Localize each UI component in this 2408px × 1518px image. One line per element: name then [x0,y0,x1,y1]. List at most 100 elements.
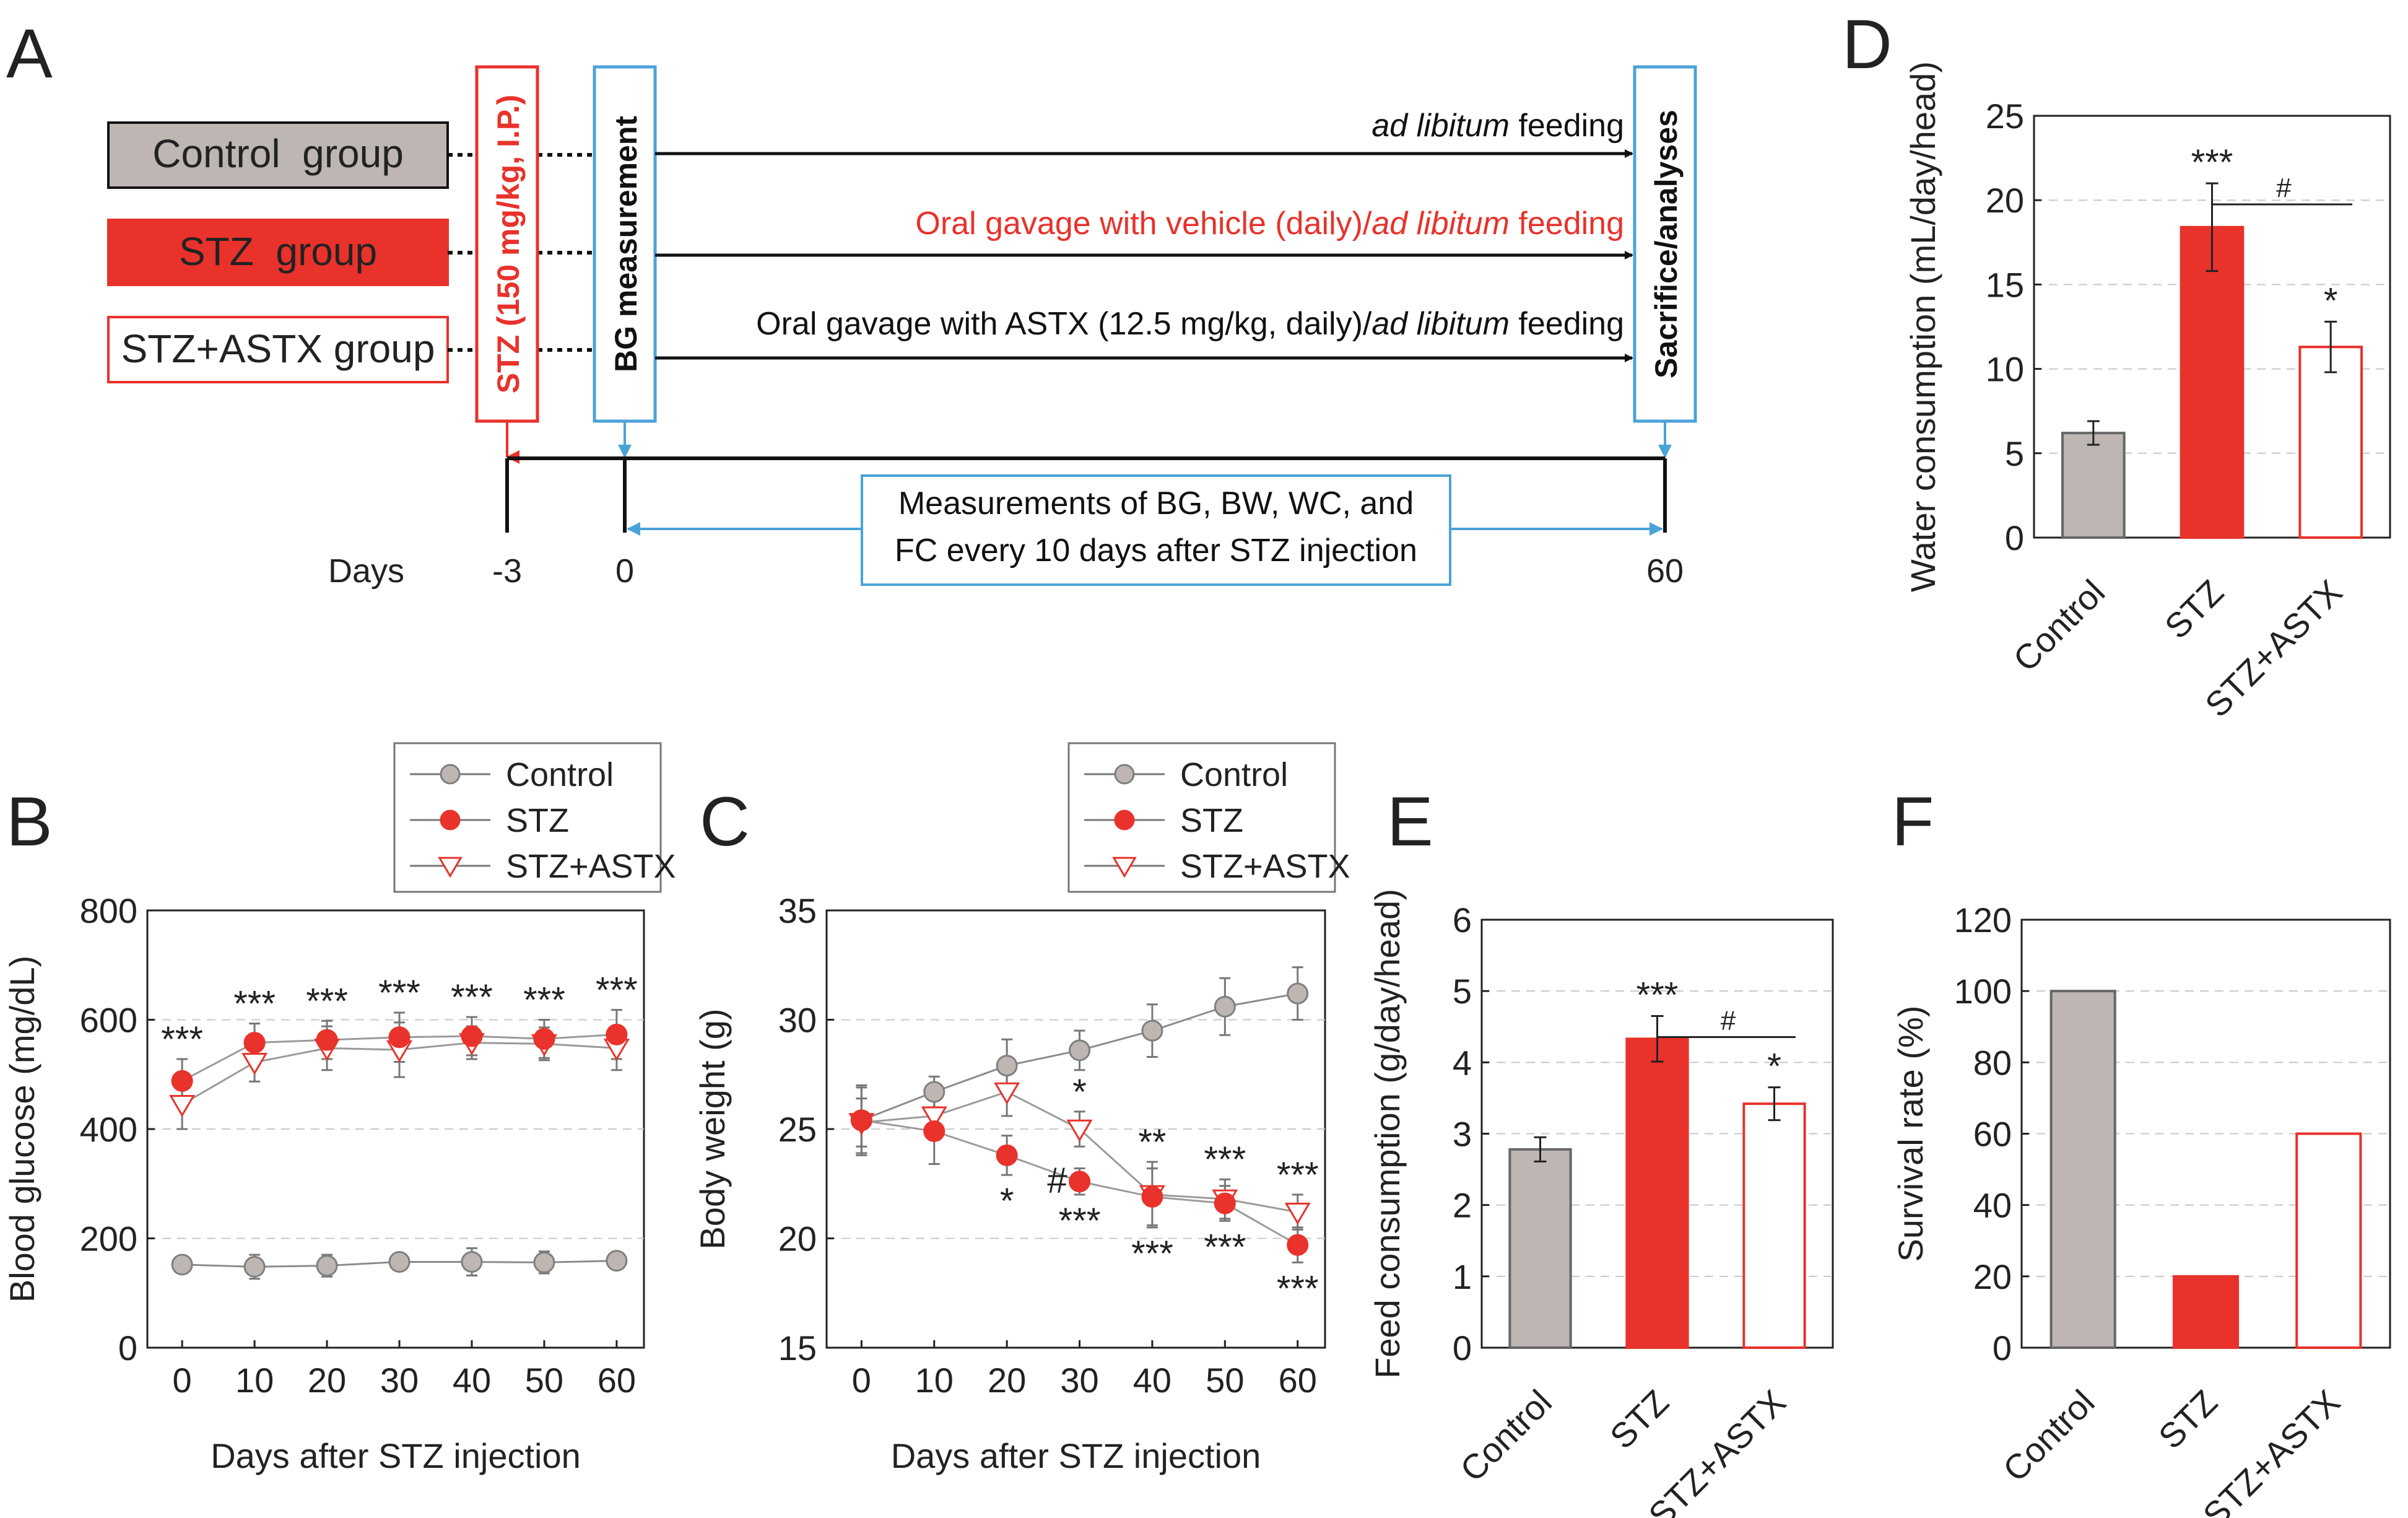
chart-c-ytick-label-1: 20 [778,1219,817,1258]
chart-b-series-control-point-6 [606,1250,628,1272]
chart-d-bar-0 [2061,432,2126,539]
chart-e-ytick-label-4: 4 [1453,1043,1472,1082]
chart-e-ytick-label-0: 0 [1453,1328,1472,1368]
chart-c-series-control-point-3 [1069,1039,1091,1062]
chart-c-body-weight: 15 20 25 30 35 Body weight (g) 0 10 20 30 40 50 60 Da… [693,742,1350,1475]
chart-b-series-stz-point-6 [606,1023,628,1045]
chart-b-series-control-point-3 [388,1250,411,1273]
chart-c-xtick-label-1: 10 [915,1361,954,1400]
chart-c-annotation-7: *** [1204,1227,1246,1267]
chart-d-water-consumption: 0 5 10 15 20 25 Water consumption (mL/day/head… [1903,61,2391,725]
chart-b-significance-6: *** [596,971,638,1011]
chart-b-legend-label-1: STZ [506,802,569,839]
chart-c-annotation-6: *** [1204,1140,1246,1180]
chart-f-ytick-label-0: 0 [1993,1328,2012,1368]
chart-b-series-control-point-1 [243,1255,266,1278]
chart-b-xtick-label-6: 60 [598,1361,636,1400]
chart-f-category-label-2: STZ+ASTX [2195,1382,2347,1518]
bg-measurement-box [593,65,657,423]
chart-e-ytick-label-2: 2 [1453,1186,1472,1225]
chart-c-legend-marker-2 [1112,857,1137,878]
chart-c-legend-label-2: STZ+ASTX [1180,848,1350,885]
chart-b-series-stz-point-1 [243,1032,266,1054]
chart-b-ytick-label-2: 400 [80,1110,137,1149]
panel-a: A Control group STZ group STZ+ASTX group… [6,15,1697,590]
chart-b-significance-0: *** [161,1019,203,1060]
panel-a-letter: A [6,15,53,92]
bg-measurement-label: BG measurement [609,116,643,372]
chart-c-series-stz-astx-point-3 [1066,1119,1093,1142]
chart-b-xtick-label-1: 10 [235,1361,274,1400]
chart-b-series-stz-point-5 [533,1027,555,1050]
chart-e-ytick-label-5: 5 [1453,972,1472,1011]
chart-c-annotation-9: *** [1277,1268,1319,1309]
chart-b-significance-1: *** [233,984,276,1024]
chart-d-ylabel: Water consumption (mL/day/head) [1903,61,1942,592]
day-tick-label-0: 0 [615,552,634,590]
chart-c-ytick-label-0: 15 [778,1328,817,1368]
chart-b-xlabel: Days after STZ injection [211,1436,581,1475]
chart-b-series-control-point-4 [461,1250,483,1273]
chart-c-xtick-label-5: 50 [1206,1361,1244,1400]
chart-d-ytick-label-1: 5 [2005,434,2024,473]
chart-c-legend-marker-0 [1114,764,1135,785]
chart-d-ytick-label-3: 15 [1986,265,2024,304]
panel-d-letter: D [1842,6,1892,83]
chart-b-xtick-label-2: 20 [308,1361,346,1400]
chart-b-series-stz-astx-point-0 [169,1094,196,1117]
chart-c-annotation-1: * [1072,1072,1087,1112]
chart-d-ytick-label-5: 25 [1986,97,2024,136]
chart-e-ytick-label-3: 3 [1453,1115,1472,1154]
chart-b-ytick-label-0: 0 [118,1328,137,1368]
chart-d-ytick-label-0: 0 [2005,518,2024,557]
chart-c-legend-marker-1 [1114,809,1135,831]
chart-c-series-stz-astx-point-6 [1284,1202,1311,1225]
panel-c-letter: C [700,783,750,860]
panel-b-letter: B [6,783,53,860]
chart-b-xtick-label-5: 50 [525,1361,563,1400]
chart-b-series-stz-point-4 [461,1025,483,1047]
astx-group-box [107,316,449,383]
chart-b-series-stz-astx-point-1 [241,1053,268,1075]
chart-b-legend-marker-1 [440,809,461,831]
chart-c-series-control-point-5 [1214,995,1236,1018]
chart-c-annotation-5: *** [1131,1234,1173,1274]
chart-b-xtick-label-4: 40 [453,1361,491,1400]
panel-f-letter: F [1892,783,1934,860]
control-treatment-text: ad libitum feeding [1371,108,1624,144]
chart-f-ytick-label-2: 40 [1973,1186,2012,1225]
chart-c-series-control-point-2 [996,1055,1018,1077]
chart-c-legend-box [1067,742,1336,893]
chart-c-xtick-label-0: 0 [852,1361,871,1400]
chart-b-series-stz-point-2 [316,1029,338,1051]
days-label: Days [328,552,404,590]
chart-d-category-label-1: STZ [2157,572,2231,646]
chart-c-series-control-point-1 [923,1081,945,1103]
chart-b-legend-box [393,742,662,893]
chart-c-series-stz-point-1 [923,1120,945,1143]
chart-b-ytick-label-3: 600 [80,1001,137,1040]
chart-f-category-label-0: Control [1995,1382,2102,1489]
chart-d-significance-2: * [2324,281,2338,321]
chart-b-legend-label-2: STZ+ASTX [506,848,676,885]
chart-d-category-label-0: Control [2006,572,2112,679]
chart-d-significance-1: *** [2191,142,2233,183]
chart-e-ylabel: Feed consumption (g/day/head) [1368,889,1407,1379]
chart-c-legend-label-0: Control [1180,756,1288,793]
chart-b-significance-5: *** [523,980,565,1021]
chart-c-xtick-label-6: 60 [1279,1361,1317,1400]
chart-c-annotation-2: # [1047,1161,1067,1201]
sacrifice-label: Sacrifice/analyses [1649,110,1684,378]
chart-b-series-control-point-2 [316,1255,338,1277]
chart-b-ylabel: Blood glucose (mg/dL) [2,956,41,1302]
chart-c-series-stz-astx-point-1 [921,1106,947,1129]
chart-f-ytick-label-4: 80 [1973,1043,2012,1082]
chart-f-bar-1 [2172,1275,2240,1349]
chart-d-ytick-label-4: 20 [1986,181,2024,220]
control-group-box [107,121,449,189]
chart-e-feed-consumption: 0 1 2 3 4 5 6 Feed consumption (g/day/head) Cont… [1368,889,1834,1518]
chart-e-significance-2: * [1767,1047,1781,1087]
chart-c-annotation-0: * [1000,1181,1014,1221]
chart-b-ytick-label-1: 200 [80,1219,137,1258]
chart-c-series-stz-point-6 [1287,1234,1309,1256]
